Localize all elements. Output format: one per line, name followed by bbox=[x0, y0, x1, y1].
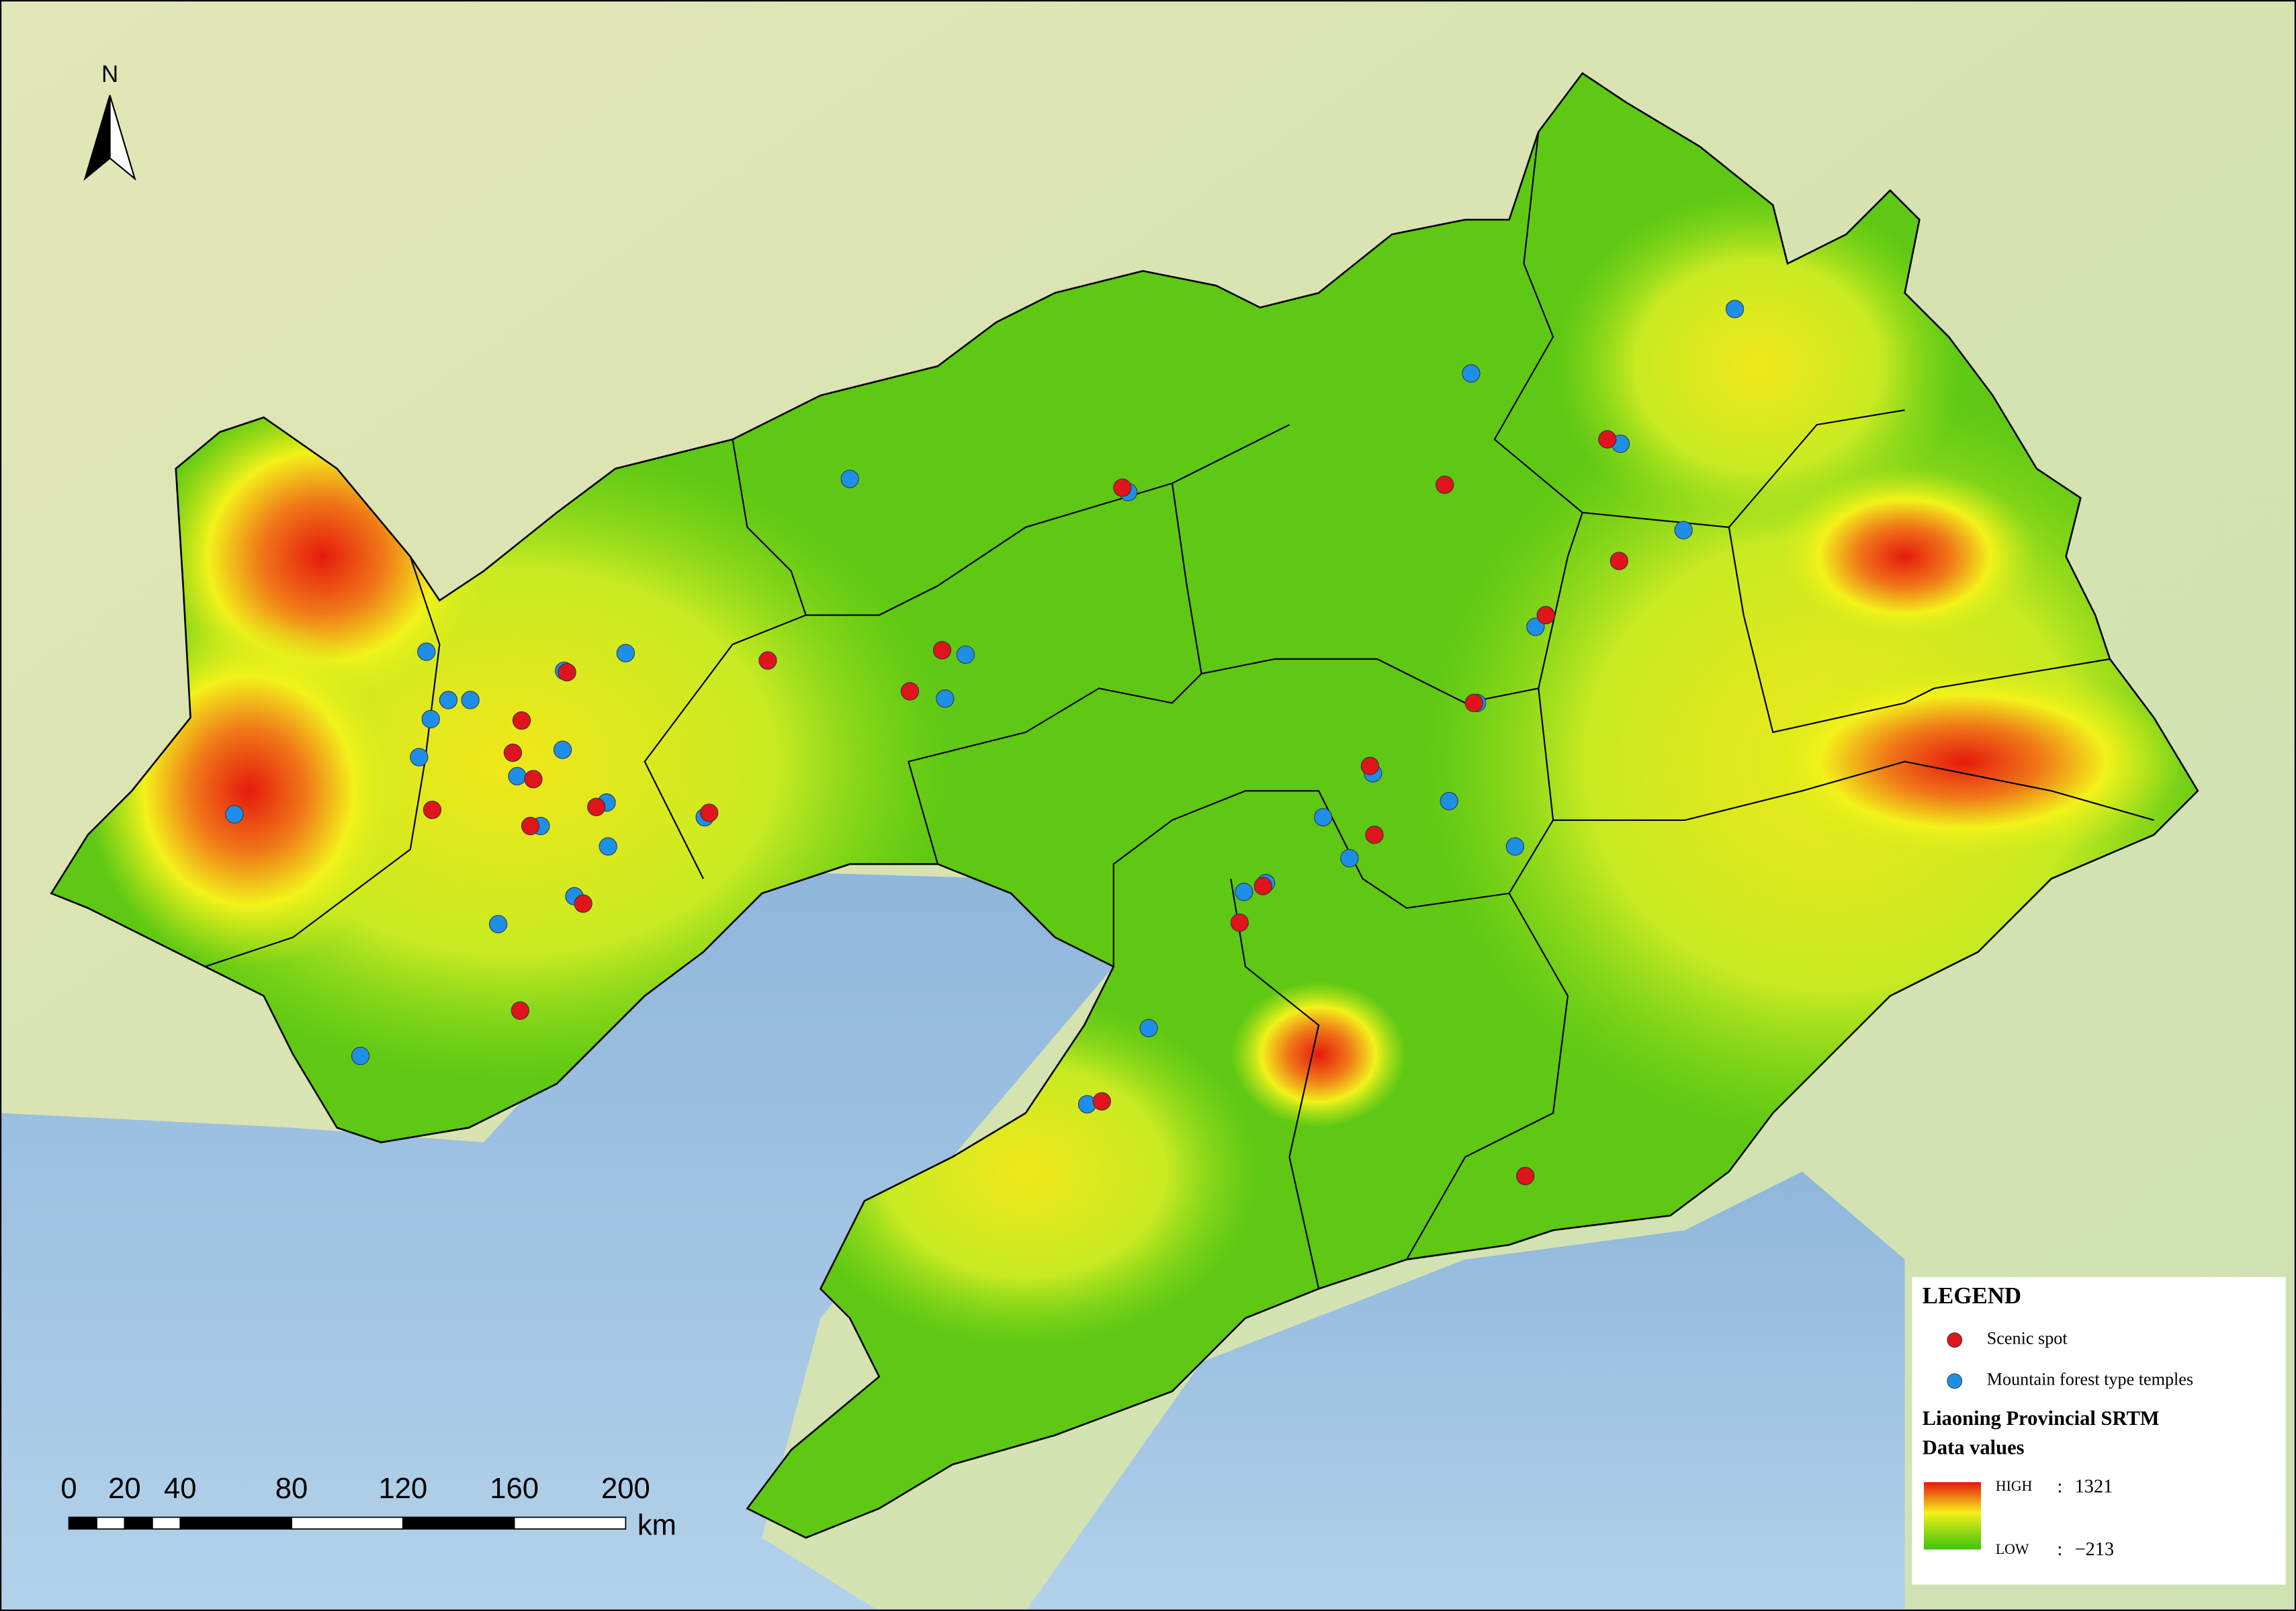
temple bbox=[488, 914, 508, 934]
scenic-spot bbox=[503, 743, 523, 763]
scenic-spot bbox=[700, 803, 719, 822]
temple bbox=[1462, 364, 1481, 383]
raster-title: Data values bbox=[1923, 1436, 2025, 1459]
temple bbox=[1440, 791, 1458, 811]
temple bbox=[956, 645, 975, 664]
scale-unit: km bbox=[637, 1510, 676, 1542]
scale-label: 0 bbox=[60, 1473, 77, 1505]
scale-label: 40 bbox=[164, 1473, 197, 1505]
scenic-spot bbox=[423, 800, 442, 820]
scenic-spot bbox=[1360, 756, 1380, 775]
temple bbox=[936, 689, 955, 708]
scale-label: 120 bbox=[378, 1473, 427, 1505]
temple bbox=[1340, 848, 1359, 868]
scenic-spot bbox=[587, 797, 606, 816]
scenic-spot bbox=[1516, 1166, 1535, 1186]
temple bbox=[1505, 837, 1525, 856]
scale-label: 80 bbox=[275, 1473, 308, 1505]
sea bbox=[1025, 1172, 1905, 1611]
scale-segment bbox=[513, 1516, 627, 1530]
low-label: LOW bbox=[1996, 1541, 2029, 1557]
legend-label: Mountain forest type temples bbox=[1987, 1370, 2193, 1389]
scenic-spot bbox=[1365, 825, 1384, 844]
scenic-spot bbox=[1598, 430, 1617, 449]
scale-bar: 0 20 40 80 120 160 200 km bbox=[60, 1473, 676, 1541]
low-value: −213 bbox=[2075, 1539, 2114, 1560]
scenic-spot bbox=[932, 641, 952, 660]
scenic-spot bbox=[1230, 913, 1249, 932]
legend-label: Scenic spot bbox=[1987, 1329, 2068, 1348]
raster-title: Liaoning Provincial SRTM bbox=[1923, 1407, 2160, 1430]
separator: : bbox=[2057, 1539, 2062, 1560]
scale-segment bbox=[96, 1516, 126, 1530]
separator: : bbox=[2057, 1476, 2062, 1497]
scenic-spot bbox=[1436, 475, 1454, 494]
color-ramp bbox=[1923, 1482, 1982, 1550]
temple bbox=[599, 837, 617, 856]
temple bbox=[417, 642, 436, 661]
scenic-spot bbox=[521, 816, 540, 836]
temple bbox=[1526, 617, 1545, 636]
temple bbox=[840, 470, 859, 488]
temple bbox=[1235, 882, 1253, 902]
sites bbox=[225, 300, 1745, 1186]
scale-segment bbox=[68, 1516, 97, 1530]
north-arrow bbox=[109, 95, 136, 181]
scenic-spot bbox=[512, 711, 531, 730]
scale-segment bbox=[402, 1516, 515, 1530]
scenic-spot bbox=[574, 894, 592, 913]
scenic-spot bbox=[558, 662, 576, 682]
scale-label: 160 bbox=[490, 1473, 539, 1505]
scale-segment bbox=[291, 1516, 404, 1530]
scenic-spot bbox=[511, 1001, 529, 1020]
scenic-spot bbox=[1609, 552, 1628, 570]
sea bbox=[0, 871, 1114, 1611]
scenic-spot bbox=[1253, 877, 1272, 896]
scenic-spot bbox=[1536, 605, 1555, 625]
scale-label: 200 bbox=[601, 1473, 650, 1505]
scenic-spot bbox=[1464, 693, 1483, 713]
north-label: N bbox=[101, 61, 118, 87]
temple bbox=[439, 691, 458, 709]
scenic-spot bbox=[758, 651, 777, 670]
scale-segment bbox=[124, 1516, 153, 1530]
temple bbox=[508, 767, 527, 786]
temple bbox=[616, 644, 635, 662]
legend-title: LEGEND bbox=[1923, 1282, 2021, 1309]
high-value: 1321 bbox=[2075, 1476, 2113, 1497]
temple bbox=[410, 748, 429, 767]
temple bbox=[461, 691, 480, 709]
temple bbox=[351, 1047, 370, 1065]
high-label: HIGH bbox=[1996, 1478, 2033, 1494]
temple bbox=[421, 709, 440, 729]
scale-segment bbox=[179, 1516, 292, 1530]
scenic-spot bbox=[1092, 1092, 1111, 1111]
scenic-spot bbox=[524, 770, 543, 789]
scenic-spot bbox=[900, 682, 920, 701]
temple bbox=[553, 740, 572, 759]
temple bbox=[1725, 300, 1745, 318]
temple bbox=[225, 805, 244, 824]
scale-label: 20 bbox=[108, 1473, 141, 1505]
legend-swatch bbox=[1947, 1332, 1963, 1348]
scenic-spot bbox=[1113, 478, 1132, 497]
temple bbox=[1139, 1018, 1158, 1037]
temple bbox=[1314, 808, 1333, 827]
scale-segment bbox=[151, 1516, 181, 1530]
boundaries bbox=[205, 132, 2154, 1289]
legend-swatch bbox=[1947, 1373, 1963, 1389]
temple bbox=[1674, 521, 1693, 539]
